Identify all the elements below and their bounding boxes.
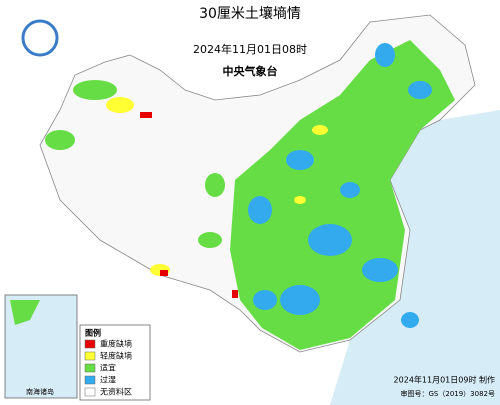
light-dry-areas xyxy=(106,97,328,276)
wet-areas xyxy=(248,43,432,328)
sea xyxy=(330,110,500,405)
severe-dry-areas xyxy=(140,112,238,298)
inset-label: 南海诸岛 xyxy=(26,387,54,396)
legend-title: 图例 xyxy=(85,328,101,338)
west-moist-patches xyxy=(45,80,225,248)
logo xyxy=(21,19,59,57)
legend-swatch xyxy=(84,363,96,373)
legend-label: 轻度缺墒 xyxy=(100,351,132,361)
legend-swatch xyxy=(84,339,96,349)
footer-made: 2024年11月01日09时 制作 xyxy=(394,375,495,385)
legend-swatch xyxy=(84,387,96,397)
legend-label: 过湿 xyxy=(100,375,116,385)
legend-box xyxy=(79,324,151,401)
footer-approval: 审图号：GS（2019）3082号 xyxy=(401,389,496,398)
time: 2024年11月01日08时 xyxy=(193,42,307,56)
legend-swatch xyxy=(84,351,96,361)
legend-label: 适宜 xyxy=(100,363,116,373)
inset-land xyxy=(10,300,40,325)
legend-label: 无资料区 xyxy=(100,387,132,397)
agency: 中央气象台 xyxy=(223,64,278,78)
legend-swatch xyxy=(84,375,96,385)
legend-label: 重度缺墒 xyxy=(100,339,132,349)
title: 30厘米土壤墒情 xyxy=(199,5,301,22)
